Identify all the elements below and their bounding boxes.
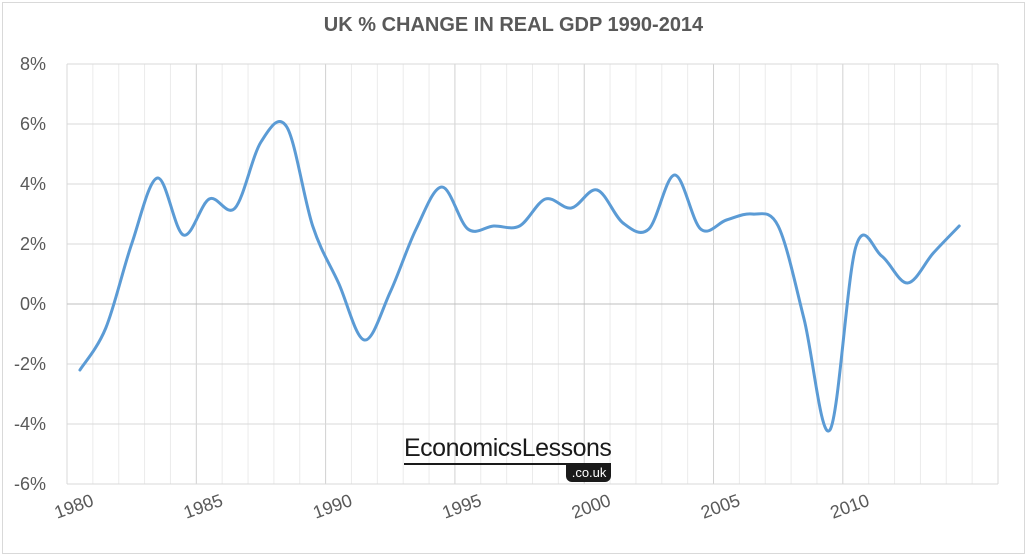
data-point: [905, 281, 909, 285]
data-point: [518, 224, 522, 228]
data-point: [337, 281, 341, 285]
data-point: [595, 188, 599, 192]
x-tick-label: 2000: [569, 490, 613, 522]
y-tick-label: -2%: [14, 354, 46, 374]
x-tick-label: 1980: [52, 490, 96, 522]
data-point: [414, 227, 418, 231]
logo-name: EconomicsLessons: [404, 434, 612, 465]
logo-domain: .co.uk: [565, 464, 612, 482]
data-point: [130, 242, 134, 246]
data-point: [854, 245, 858, 249]
x-tick-label: 2010: [827, 490, 871, 522]
x-tick-label: 2005: [698, 490, 742, 522]
economicslessons-logo: EconomicsLessons .co.uk: [404, 434, 612, 482]
data-point: [156, 176, 160, 180]
data-point: [388, 290, 392, 294]
data-point: [802, 317, 806, 321]
series-line: [78, 120, 961, 433]
data-point: [285, 125, 289, 129]
data-point: [440, 185, 444, 189]
data-point: [78, 368, 82, 372]
data-point: [828, 428, 832, 432]
data-point: [621, 221, 625, 225]
y-tick-label: 8%: [20, 54, 46, 74]
y-tick-label: 0%: [20, 294, 46, 314]
data-point: [362, 338, 366, 342]
data-point: [543, 197, 547, 201]
data-point: [492, 224, 496, 228]
y-tick-label: 6%: [20, 114, 46, 134]
data-point: [724, 218, 728, 222]
x-tick-label: 1995: [440, 490, 484, 522]
data-point: [880, 254, 884, 258]
y-tick-label: -4%: [14, 414, 46, 434]
y-tick-label: 4%: [20, 174, 46, 194]
data-point: [699, 227, 703, 231]
y-tick-label: -6%: [14, 474, 46, 494]
data-point: [207, 197, 211, 201]
data-point: [569, 206, 573, 210]
chart-title: UK % CHANGE IN REAL GDP 1990-2014: [323, 14, 704, 36]
data-point: [233, 206, 237, 210]
x-tick-label: 1985: [181, 490, 225, 522]
data-point: [673, 173, 677, 177]
data-point: [750, 212, 754, 216]
data-point: [647, 227, 651, 231]
x-tick-label: 1990: [310, 490, 354, 522]
data-point: [181, 233, 185, 237]
data-point: [466, 227, 470, 231]
y-tick-label: 2%: [20, 234, 46, 254]
data-point: [931, 251, 935, 255]
data-point: [104, 326, 108, 330]
data-point: [776, 224, 780, 228]
data-point: [957, 224, 961, 228]
data-point: [311, 224, 315, 228]
data-point: [259, 140, 263, 144]
